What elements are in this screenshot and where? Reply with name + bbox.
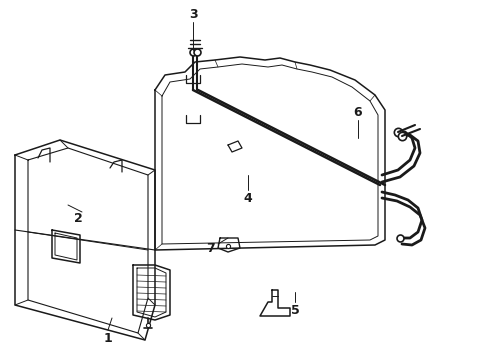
Text: 5: 5 [291, 303, 299, 316]
Text: 6: 6 [354, 105, 362, 118]
Text: 4: 4 [244, 192, 252, 204]
Text: 1: 1 [103, 332, 112, 345]
Text: 3: 3 [189, 9, 197, 22]
Text: 2: 2 [74, 211, 82, 225]
Text: 7: 7 [206, 242, 215, 255]
